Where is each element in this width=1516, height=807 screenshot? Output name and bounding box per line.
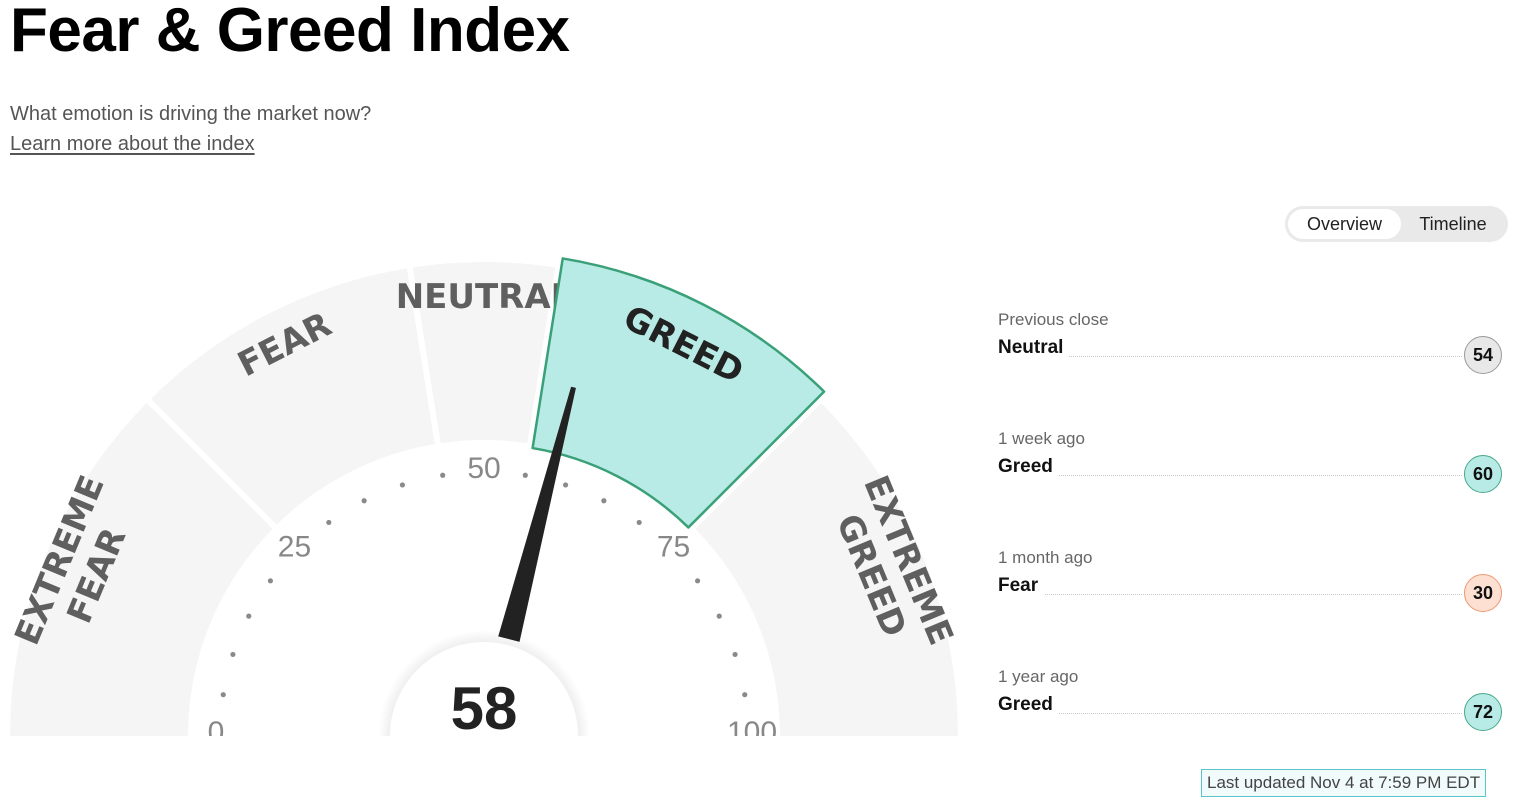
scale-dot [399,482,406,488]
learn-more-link[interactable]: Learn more about the index [10,133,255,155]
scale-dot [562,482,569,488]
segment-neutral [412,262,556,444]
history-period: 1 year ago [998,667,1079,686]
history-rating: Fear [998,575,1045,597]
scale-dot [267,578,274,584]
history-row-1-month: 1 month ago Fear 30 [998,548,1504,667]
scale-dot [361,498,367,504]
scale-dot [522,472,528,478]
history-leader-dots [998,713,1462,714]
view-toggle: Overview Timeline [1285,206,1508,242]
history-score-badge: 60 [1464,455,1502,493]
history-rating: Neutral [998,337,1070,359]
segment-label-line: NEUTRAL [396,277,573,317]
segment-fear [150,268,435,525]
history-rating: Greed [998,694,1059,716]
page-title: Fear & Greed Index [10,0,570,65]
scale-dot [230,651,236,658]
history-period: 1 week ago [998,429,1085,448]
scale-dot [220,692,226,698]
history-leader-dots [998,475,1462,476]
history-score-badge: 30 [1464,574,1502,612]
scale-dot [742,692,748,698]
scale-dot [326,519,332,526]
tab-timeline[interactable]: Timeline [1419,214,1487,234]
gauge-baseline-mask [0,736,980,807]
history-score-badge: 54 [1464,336,1502,374]
scale-dot [601,498,607,504]
scale-dot [246,613,252,619]
last-updated: Last updated Nov 4 at 7:59 PM EDT [1201,769,1487,797]
history-row-1-year: 1 year ago Greed 72 [998,667,1504,786]
tick-label-25: 25 [278,530,311,563]
scale-dot [732,651,738,658]
fear-greed-gauge: EXTREMEFEARFEARNEUTRALGREEDEXTREMEGREED … [0,257,980,807]
history-rating: Greed [998,456,1059,478]
tab-overview[interactable]: Overview [1288,209,1401,239]
page-subtitle: What emotion is driving the market now? [10,103,372,125]
history-row-1-week: 1 week ago Greed 60 [998,429,1504,548]
segment-extreme-fear [10,402,273,736]
history-leader-dots [998,594,1462,595]
segment-greed-active [531,257,826,529]
segment-extreme-greed [695,402,958,736]
history-row-previous-close: Previous close Neutral 54 [998,310,1504,429]
history-list: Previous close Neutral 54 1 week ago Gre… [998,310,1504,786]
gauge-needle [498,386,576,642]
history-period: Previous close [998,310,1109,329]
scale-dot [636,519,642,526]
segment-label-neutral: NEUTRAL [396,277,573,317]
gauge-value: 58 [451,675,518,742]
history-score-badge: 72 [1464,693,1502,731]
scale-dot [440,472,446,478]
history-period: 1 month ago [998,548,1093,567]
tick-label-50: 50 [467,452,500,485]
scale-dot [716,613,722,619]
scale-dot [694,578,701,584]
history-leader-dots [998,356,1462,357]
gauge-scale-dots [220,472,748,698]
tick-label-75: 75 [657,530,690,563]
